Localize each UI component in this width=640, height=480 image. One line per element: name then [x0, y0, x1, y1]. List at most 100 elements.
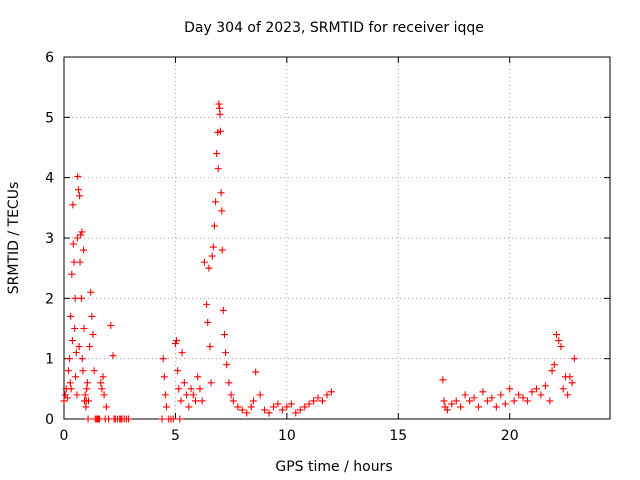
- data-point: [319, 397, 327, 405]
- data-point: [83, 379, 91, 387]
- data-point: [216, 127, 224, 135]
- data-point: [515, 391, 523, 399]
- data-point: [73, 234, 81, 242]
- data-point: [327, 388, 335, 396]
- data-point: [67, 312, 75, 320]
- data-point: [98, 385, 106, 393]
- data-point: [68, 270, 76, 278]
- data-point: [265, 409, 273, 417]
- y-tick-label: 1: [45, 352, 54, 368]
- data-point: [80, 325, 88, 332]
- data-point: [208, 252, 216, 260]
- data-point: [261, 406, 269, 414]
- data-point: [109, 352, 117, 360]
- data-point: [97, 379, 105, 387]
- data-point: [196, 385, 204, 393]
- data-point: [541, 382, 549, 390]
- data-point: [86, 343, 94, 351]
- data-point: [219, 306, 227, 314]
- x-axis-label: GPS time / hours: [275, 459, 392, 475]
- data-point: [90, 367, 98, 375]
- data-point: [310, 397, 318, 405]
- data-point: [532, 385, 540, 393]
- data-point: [87, 288, 95, 296]
- data-point: [218, 207, 226, 215]
- data-point: [510, 397, 518, 405]
- data-point: [209, 243, 217, 251]
- data-point: [227, 391, 235, 399]
- data-point: [278, 406, 286, 414]
- data-point: [323, 391, 331, 399]
- data-point: [483, 397, 491, 405]
- data-point: [169, 415, 177, 423]
- chart-title: Day 304 of 2023, SRMTID for receiver iqq…: [184, 20, 484, 36]
- data-point: [173, 337, 181, 345]
- data-point: [194, 373, 202, 381]
- data-point: [448, 400, 456, 408]
- data-point: [452, 397, 460, 405]
- data-point: [159, 355, 167, 363]
- data-point: [220, 331, 228, 339]
- x-tick-label: 0: [60, 428, 69, 444]
- data-point: [497, 391, 505, 399]
- data-point: [76, 258, 84, 266]
- data-point: [568, 379, 576, 387]
- data-point: [570, 355, 578, 363]
- y-tick-label: 0: [45, 412, 54, 428]
- data-point: [174, 367, 182, 375]
- data-point: [252, 368, 260, 376]
- data-point: [66, 379, 74, 387]
- data-point: [74, 186, 82, 194]
- data-point: [506, 385, 514, 393]
- data-point: [63, 394, 71, 402]
- data-point: [222, 349, 230, 357]
- x-tick-label: 20: [501, 428, 519, 444]
- data-point: [99, 373, 107, 381]
- data-point: [212, 198, 220, 206]
- data-point: [72, 349, 80, 357]
- data-points: [60, 100, 578, 423]
- data-point: [88, 312, 96, 320]
- axis-ticks: 0 1 2 3 4 5 6 0 5 10 15 20: [45, 50, 610, 444]
- data-point: [158, 415, 166, 423]
- data-point: [296, 406, 304, 414]
- data-point: [83, 385, 91, 393]
- data-point: [189, 391, 197, 399]
- data-point: [550, 361, 558, 369]
- data-point: [71, 325, 79, 332]
- data-point: [301, 403, 309, 411]
- data-point: [215, 100, 223, 108]
- data-point: [256, 391, 264, 399]
- data-point: [243, 409, 251, 417]
- x-tick-label: 15: [389, 428, 407, 444]
- x-tick-label: 5: [171, 428, 180, 444]
- data-point: [548, 367, 556, 375]
- data-point: [78, 228, 86, 236]
- grid-lines: [64, 57, 610, 419]
- data-point: [177, 397, 185, 405]
- data-point: [439, 376, 447, 384]
- data-point: [77, 231, 85, 239]
- data-point: [205, 264, 213, 272]
- data-point: [238, 406, 246, 414]
- data-point: [81, 391, 89, 399]
- data-point: [492, 403, 500, 411]
- data-point: [75, 343, 83, 351]
- data-point: [200, 258, 208, 266]
- data-point: [292, 409, 300, 417]
- data-point: [216, 110, 224, 118]
- data-point: [461, 391, 469, 399]
- data-point: [125, 415, 133, 423]
- data-point: [69, 201, 77, 209]
- data-point: [566, 373, 574, 381]
- data-point: [274, 400, 282, 408]
- data-point: [160, 373, 168, 381]
- data-point: [314, 394, 322, 402]
- data-point: [213, 150, 221, 158]
- data-point: [218, 246, 226, 254]
- data-point: [187, 385, 195, 393]
- data-point: [443, 406, 451, 414]
- data-point: [210, 222, 218, 230]
- data-point: [72, 373, 80, 381]
